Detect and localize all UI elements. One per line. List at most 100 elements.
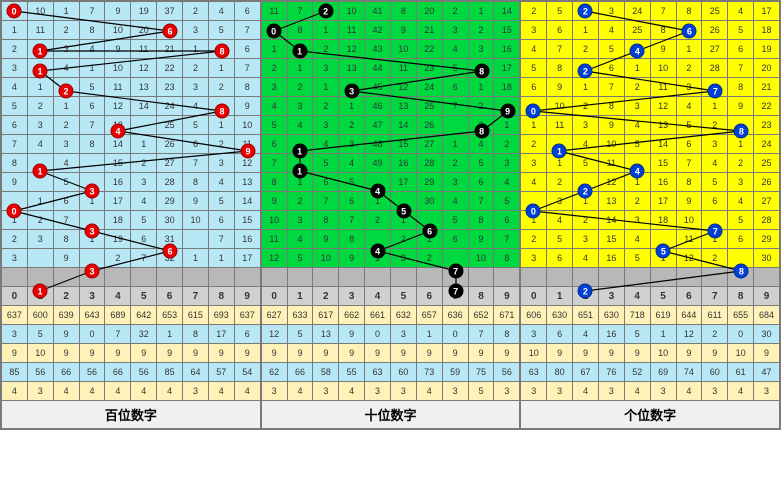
cell: 20: [754, 59, 780, 78]
cell: 14: [131, 97, 157, 116]
stat-cell: 4: [208, 382, 234, 401]
cell: 3: [131, 173, 157, 192]
cell: [183, 230, 209, 249]
cell: 21: [157, 40, 183, 59]
cell: 6: [2, 116, 28, 135]
stat-cell: 1: [650, 325, 676, 344]
cell: 15: [105, 154, 131, 173]
stat-cell: 74: [676, 363, 702, 382]
stat-cell: 4: [2, 382, 28, 401]
cell: 2: [313, 97, 339, 116]
stat-cell: 4: [416, 382, 442, 401]
cell: 9: [676, 192, 702, 211]
trend-ball: 4: [370, 184, 385, 199]
cell: 4: [676, 97, 702, 116]
cell: 10: [390, 40, 416, 59]
cell: 10: [598, 135, 624, 154]
cell: 12: [598, 173, 624, 192]
stat-cell: 12: [261, 325, 287, 344]
trend-ball: 4: [630, 164, 645, 179]
cell: 22: [157, 59, 183, 78]
stat-cell: 4: [573, 382, 599, 401]
col-header: 2: [313, 287, 339, 306]
col-header: 5: [131, 287, 157, 306]
spacer-cell: [650, 268, 676, 287]
stat-cell: 644: [676, 306, 702, 325]
trend-ball: 8: [734, 264, 749, 279]
stat-cell: 3: [598, 382, 624, 401]
cell: 7: [234, 21, 260, 40]
stat-cell: 61: [728, 363, 754, 382]
stat-cell: 4: [573, 325, 599, 344]
cell: 2: [728, 154, 754, 173]
cell: 30: [754, 249, 780, 268]
stat-cell: 9: [624, 344, 650, 363]
cell: 3: [313, 59, 339, 78]
spacer-cell: [598, 268, 624, 287]
stat-cell: 32: [131, 325, 157, 344]
stat-cell: 9: [442, 344, 468, 363]
cell: 2: [416, 249, 442, 268]
cell: 3: [2, 59, 28, 78]
spacer-cell: [676, 268, 702, 287]
spacer-cell: [131, 268, 157, 287]
cell: 47: [365, 116, 391, 135]
stat-cell: 85: [2, 363, 28, 382]
cell: 3: [27, 116, 53, 135]
cell: 22: [416, 40, 442, 59]
cell: 13: [390, 97, 416, 116]
trend-ball: 2: [318, 4, 333, 19]
cell: 1: [183, 40, 209, 59]
cell: 1: [261, 40, 287, 59]
cell: 25: [157, 116, 183, 135]
cell: 8: [183, 173, 209, 192]
trend-ball: 2: [578, 284, 593, 299]
stat-cell: 9: [234, 344, 260, 363]
cell: 14: [494, 2, 520, 21]
cell: 28: [754, 211, 780, 230]
cell: 1: [468, 2, 494, 21]
spacer-cell: [468, 268, 494, 287]
cell: 7: [79, 116, 105, 135]
cell: 8: [79, 21, 105, 40]
cell: 9: [728, 97, 754, 116]
trend-ball: 4: [370, 244, 385, 259]
stat-cell: 4: [131, 382, 157, 401]
col-header: 4: [105, 287, 131, 306]
cell: 14: [598, 211, 624, 230]
cell: 4: [313, 135, 339, 154]
stat-cell: 60: [390, 363, 416, 382]
cell: 2: [183, 2, 209, 21]
cell: 6: [131, 230, 157, 249]
cell: 2: [442, 154, 468, 173]
col-header: 4: [624, 287, 650, 306]
stat-cell: 4: [287, 382, 313, 401]
cell: 15: [650, 154, 676, 173]
cell: 5: [468, 154, 494, 173]
cell: 4: [79, 40, 105, 59]
stat-cell: 9: [53, 344, 79, 363]
stat-cell: 58: [313, 363, 339, 382]
cell: 27: [702, 40, 728, 59]
cell: 2: [261, 59, 287, 78]
cell: 15: [598, 230, 624, 249]
cell: 7: [494, 230, 520, 249]
cell: 7: [79, 2, 105, 21]
cell: 25: [624, 21, 650, 40]
cell: 29: [416, 173, 442, 192]
stat-cell: 10: [521, 344, 547, 363]
stat-cell: 3: [313, 382, 339, 401]
cell: 12: [676, 249, 702, 268]
cell: 3: [442, 21, 468, 40]
cell: 6: [234, 40, 260, 59]
trend-ball: 2: [578, 64, 593, 79]
cell: 5: [547, 230, 573, 249]
cell: 5: [728, 21, 754, 40]
cell: 49: [365, 154, 391, 173]
cell: 20: [416, 2, 442, 21]
cell: 2: [365, 211, 391, 230]
cell: 3: [261, 78, 287, 97]
spacer-cell: [157, 268, 183, 287]
cell: 6: [442, 230, 468, 249]
col-header: 9: [494, 287, 520, 306]
